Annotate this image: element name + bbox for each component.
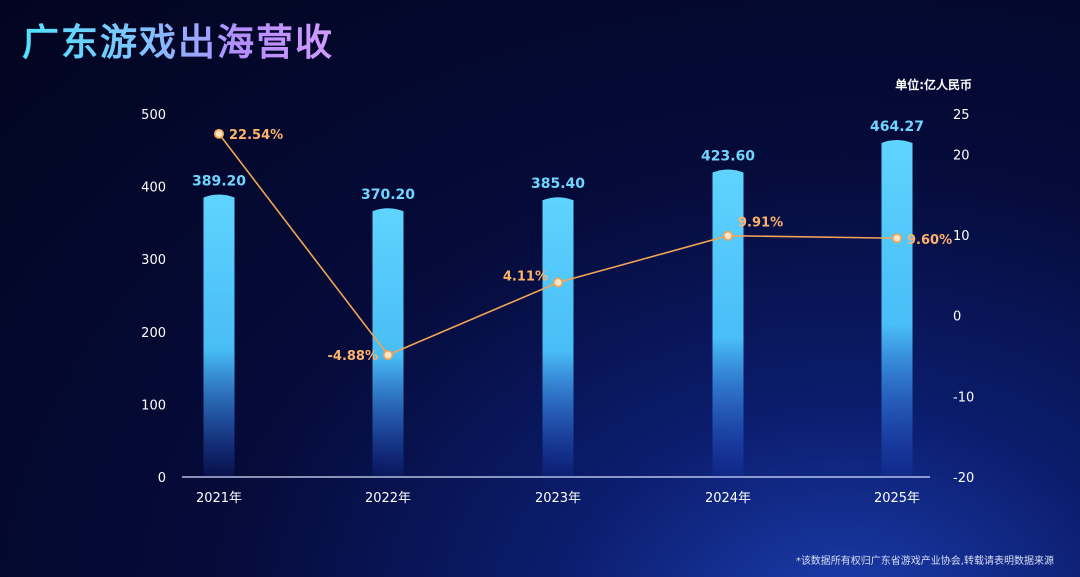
left-axis: 0 100 200 300 400 500 — [141, 108, 166, 486]
x-axis-label: 2023年 — [535, 491, 581, 506]
revenue-value-label: 464.27 — [870, 119, 924, 135]
left-axis-tick: 500 — [141, 108, 166, 123]
left-axis-tick: 200 — [141, 326, 166, 341]
right-axis: -20 -10 0 10 20 25 — [953, 108, 974, 486]
right-axis-tick: -20 — [953, 471, 974, 486]
x-axis-label: 2022年 — [365, 491, 411, 506]
growth-rate-label: -4.88% — [328, 349, 379, 364]
revenue-value-label: 423.60 — [701, 148, 755, 164]
unit-label: 单位:亿人民币 — [895, 78, 972, 92]
left-axis-tick: 0 — [158, 471, 166, 486]
growth-rate-label: 22.54% — [229, 128, 283, 143]
bar-labels: 389.20 370.20 385.40 423.60 464.27 — [192, 119, 924, 203]
bars — [203, 139, 913, 478]
right-axis-tick: 0 — [953, 310, 961, 325]
right-axis-tick: -10 — [953, 390, 974, 405]
right-axis-tick: 20 — [953, 148, 970, 163]
revenue-bar — [372, 208, 404, 477]
growth-rate-point — [214, 128, 225, 139]
growth-labels: 22.54% -4.88% 4.11% 9.91% 9.60% — [229, 128, 952, 364]
revenue-value-label: 389.20 — [192, 173, 246, 189]
left-axis-tick: 100 — [141, 398, 166, 413]
growth-rate-label: 9.60% — [907, 233, 952, 248]
x-axis-label: 2021年 — [196, 491, 242, 506]
growth-rate-point — [552, 277, 563, 288]
growth-line — [214, 128, 902, 361]
growth-rate-point — [891, 233, 902, 244]
page-title: 广东游戏出海营收 — [22, 12, 334, 66]
growth-rate-label: 9.91% — [738, 216, 783, 231]
revenue-bar — [881, 139, 913, 477]
left-axis-tick: 400 — [141, 181, 166, 196]
revenue-value-label: 370.20 — [361, 187, 415, 203]
x-axis-labels: 2021年 2022年 2023年 2024年 2025年 — [196, 491, 920, 506]
revenue-bar — [542, 197, 574, 478]
revenue-value-label: 385.40 — [531, 176, 585, 192]
revenue-bar — [203, 194, 235, 477]
right-axis-tick: 25 — [953, 108, 970, 123]
growth-rate-label: 4.11% — [503, 270, 548, 285]
data-source-note: *该数据所有权归广东省游戏产业协会,转载请表明数据来源 — [795, 556, 1054, 567]
x-axis-label: 2024年 — [705, 491, 751, 506]
revenue-bar — [712, 169, 744, 477]
right-axis-tick: 10 — [953, 229, 970, 244]
growth-rate-point — [382, 350, 393, 361]
x-axis-label: 2025年 — [874, 491, 920, 506]
left-axis-tick: 300 — [141, 253, 166, 268]
growth-rate-point — [722, 230, 733, 241]
